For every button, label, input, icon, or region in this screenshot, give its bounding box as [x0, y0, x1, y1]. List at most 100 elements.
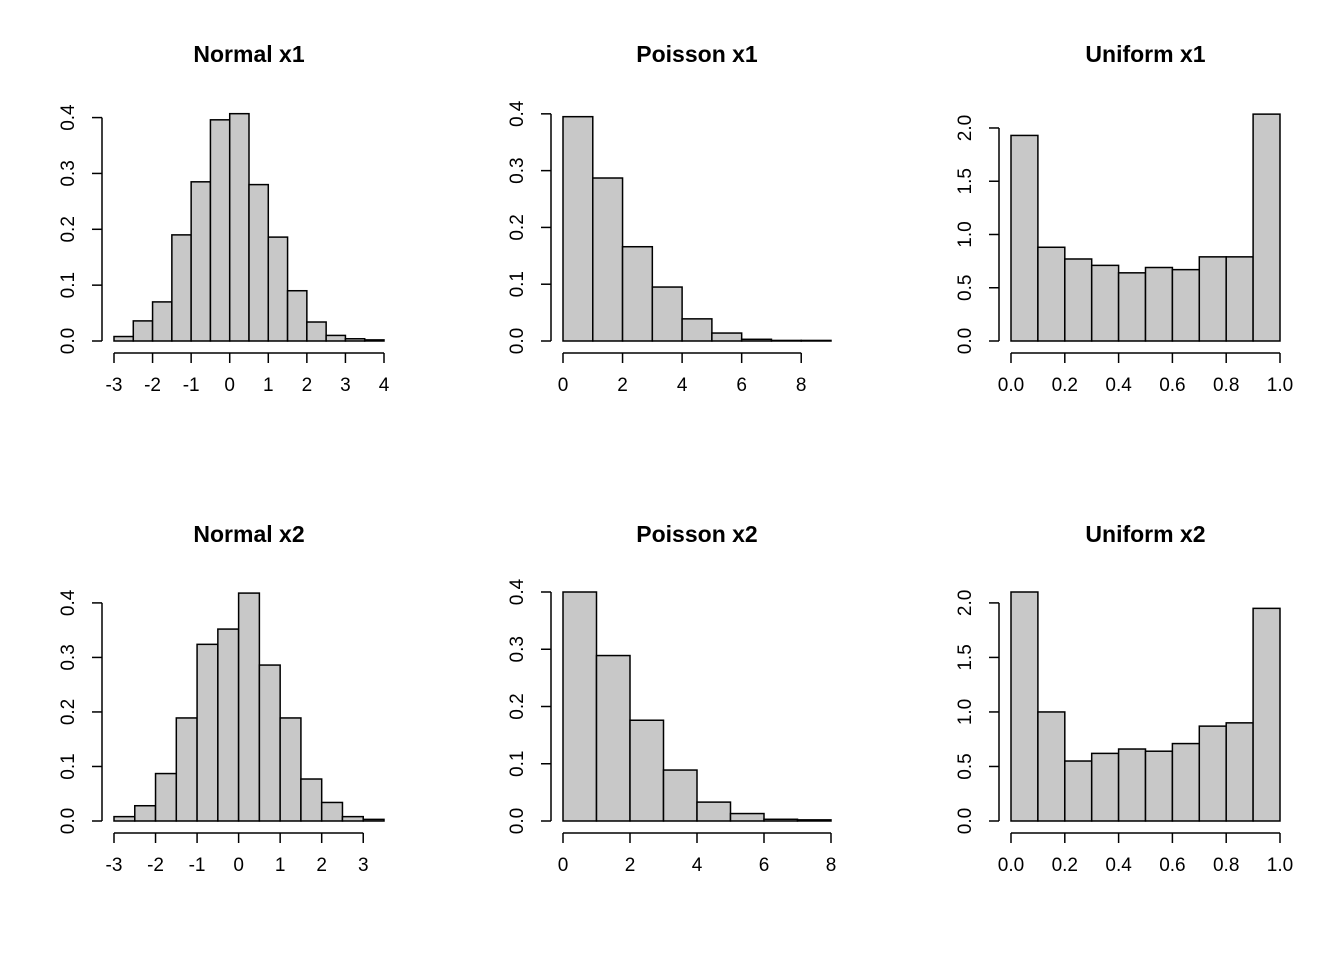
x-tick-label: 8 — [796, 375, 807, 396]
x-tick-label: -1 — [189, 855, 206, 876]
histogram-bar — [113, 815, 136, 822]
y-tick-label: 0.2 — [507, 214, 528, 240]
x-tick-label: 1 — [275, 855, 286, 876]
y-tick-label: 0.1 — [58, 272, 79, 298]
histogram-bar — [279, 717, 302, 822]
x-tick-label: -3 — [106, 855, 123, 876]
y-tick-label: 1.0 — [955, 221, 976, 247]
histogram-bar — [190, 181, 212, 342]
x-tick-label: 2 — [625, 855, 636, 876]
y-tick-label: 0.2 — [58, 699, 79, 725]
histogram-bar — [1064, 760, 1093, 822]
histogram-bar — [132, 320, 154, 342]
x-tick-label: 0 — [224, 375, 235, 396]
histogram-bar — [796, 819, 832, 822]
y-tick-label: 1.5 — [955, 168, 976, 194]
x-tick-label: 2 — [316, 855, 327, 876]
histogram-bar — [740, 338, 773, 342]
y-tick-label: 0.3 — [58, 644, 79, 670]
histogram-bar — [1010, 591, 1039, 822]
histogram-bar — [196, 643, 219, 822]
histogram-bar — [1198, 256, 1227, 342]
x-tick-label: -1 — [183, 375, 200, 396]
histogram-bar — [286, 289, 308, 342]
histogram-bar — [1198, 725, 1227, 822]
y-tick-label: 0.1 — [58, 753, 79, 779]
histogram-bar — [711, 332, 743, 342]
y-tick-label: 0.4 — [58, 589, 79, 616]
x-tick-label: 0.2 — [1052, 855, 1078, 876]
y-tick-label: 0.0 — [507, 328, 528, 354]
x-tick-label: 0.0 — [998, 855, 1024, 876]
histogram-bar — [621, 245, 654, 342]
y-tick-label: 0.1 — [507, 751, 528, 777]
x-tick-label: 2 — [617, 375, 628, 396]
x-tick-label: 3 — [358, 855, 369, 876]
x-tick-label: 1 — [263, 375, 274, 396]
histogram-bar — [770, 339, 802, 342]
histogram-bar — [344, 338, 366, 342]
histogram-bar — [320, 801, 344, 822]
x-tick-label: 3 — [340, 375, 351, 396]
histogram-bar — [1010, 134, 1039, 342]
x-tick-label: 1.0 — [1267, 855, 1293, 876]
chart-title: Poisson x2 — [636, 521, 757, 547]
histogram-bar — [175, 717, 198, 822]
histogram-bar — [1037, 246, 1066, 342]
x-tick-label: -3 — [106, 375, 123, 396]
histogram-bar — [1144, 750, 1174, 822]
y-tick-label: 0.1 — [507, 271, 528, 297]
histogram-bar — [171, 234, 192, 342]
histogram-bar — [1037, 711, 1066, 822]
histogram-bar — [151, 301, 173, 342]
histogram-bar — [113, 335, 135, 342]
y-tick-label: 0.0 — [58, 808, 79, 834]
histogram-bar — [800, 339, 832, 342]
x-tick-label: 4 — [677, 375, 688, 396]
histogram-bar — [651, 286, 683, 342]
histogram-bar — [1225, 256, 1254, 342]
x-tick-label: 4 — [379, 375, 390, 396]
x-tick-label: 0.8 — [1213, 855, 1239, 876]
chart-title: Uniform x1 — [1085, 41, 1205, 67]
x-tick-label: 0.0 — [998, 375, 1024, 396]
histogram-bar — [1171, 268, 1201, 342]
histogram-bar — [562, 591, 598, 822]
chart-title: Uniform x2 — [1085, 521, 1205, 547]
histogram-bar — [562, 115, 594, 342]
x-tick-label: 2 — [302, 375, 313, 396]
histogram-bar — [267, 236, 289, 342]
histogram-bar — [1064, 258, 1093, 342]
x-tick-label: 6 — [759, 855, 770, 876]
chart-title: Poisson x1 — [636, 41, 758, 67]
x-tick-label: 8 — [826, 855, 837, 876]
histogram-bar — [1171, 742, 1201, 822]
histogram-bar — [595, 654, 631, 822]
histogram-bar — [300, 778, 323, 822]
histogram-bar — [154, 772, 178, 822]
y-tick-label: 0.3 — [507, 636, 528, 662]
y-tick-label: 0.4 — [507, 578, 528, 605]
x-tick-label: 1.0 — [1267, 375, 1293, 396]
histogram-bar — [209, 119, 231, 342]
histogram-bar — [217, 628, 240, 822]
y-tick-label: 0.0 — [507, 808, 528, 834]
y-tick-label: 0.2 — [507, 693, 528, 719]
x-tick-label: 0.4 — [1105, 375, 1132, 396]
histogram-panel: Uniform x2 0.0 0.2 0.4 0.6 0.8 1.0 0.0 0.5 1.0 1.5… — [955, 521, 1293, 876]
y-tick-label: 0.3 — [507, 157, 528, 183]
histogram-bar — [681, 318, 713, 342]
histogram-bar — [306, 321, 327, 342]
x-tick-label: -2 — [144, 375, 161, 396]
y-tick-label: 1.5 — [955, 644, 976, 670]
histogram-bar — [228, 112, 250, 342]
x-tick-label: 0.8 — [1213, 375, 1239, 396]
y-tick-label: 0.4 — [58, 104, 79, 131]
histogram-bar — [1090, 264, 1120, 342]
y-tick-label: 0.3 — [58, 160, 79, 186]
histogram-bar — [258, 664, 281, 822]
chart-title: Normal x2 — [193, 521, 304, 547]
histogram-bar — [1144, 266, 1174, 342]
x-tick-label: 0.4 — [1105, 855, 1132, 876]
